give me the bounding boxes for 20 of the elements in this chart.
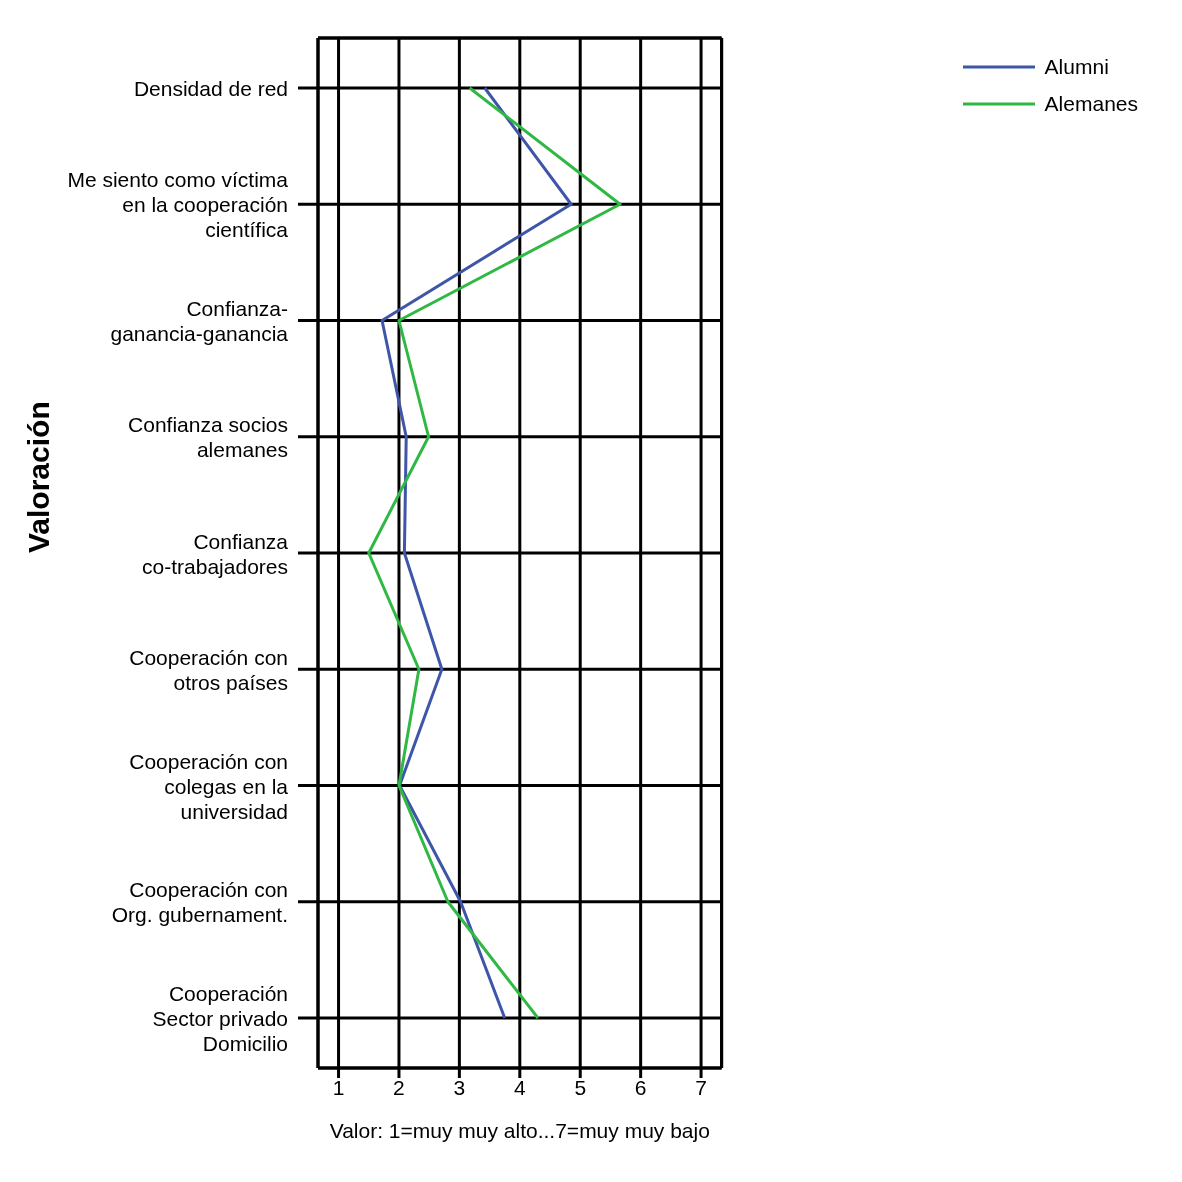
y-tick-label: Cooperación Sector privado Domicilio bbox=[152, 981, 288, 1055]
y-tick-label: Cooperación con Org. gubernament. bbox=[111, 877, 288, 926]
x-tick-label: 3 bbox=[453, 1075, 466, 1099]
legend-label: Alumni bbox=[1044, 54, 1109, 79]
x-axis-title: Valor: 1=muy muy alto...7=muy muy bajo bbox=[329, 1119, 710, 1142]
x-tick-label: 7 bbox=[695, 1075, 707, 1099]
y-tick-label: Me siento como víctima en la cooperación científica bbox=[67, 167, 289, 241]
x-tick-label: 2 bbox=[393, 1075, 405, 1099]
y-tick-label: Confianza- ganancia-ganancia bbox=[110, 296, 289, 345]
x-tick-label: 4 bbox=[513, 1075, 526, 1099]
y-tick-label: Cooperación con colegas en la universidad bbox=[129, 749, 289, 822]
x-tick-label: 5 bbox=[574, 1075, 587, 1099]
y-tick-label: Confianza co-trabajadores bbox=[142, 529, 289, 577]
y-tick-label: Densidad de red bbox=[133, 76, 288, 100]
x-tick-label: 6 bbox=[634, 1075, 647, 1099]
y-tick-label: Cooperación con otros países bbox=[129, 645, 288, 694]
legend-label: Alemanes bbox=[1044, 91, 1138, 116]
y-tick-label: Confianza socios alemanes bbox=[128, 412, 288, 461]
x-tick-label: 1 bbox=[332, 1075, 345, 1099]
y-axis-title: Valoración bbox=[21, 401, 55, 553]
